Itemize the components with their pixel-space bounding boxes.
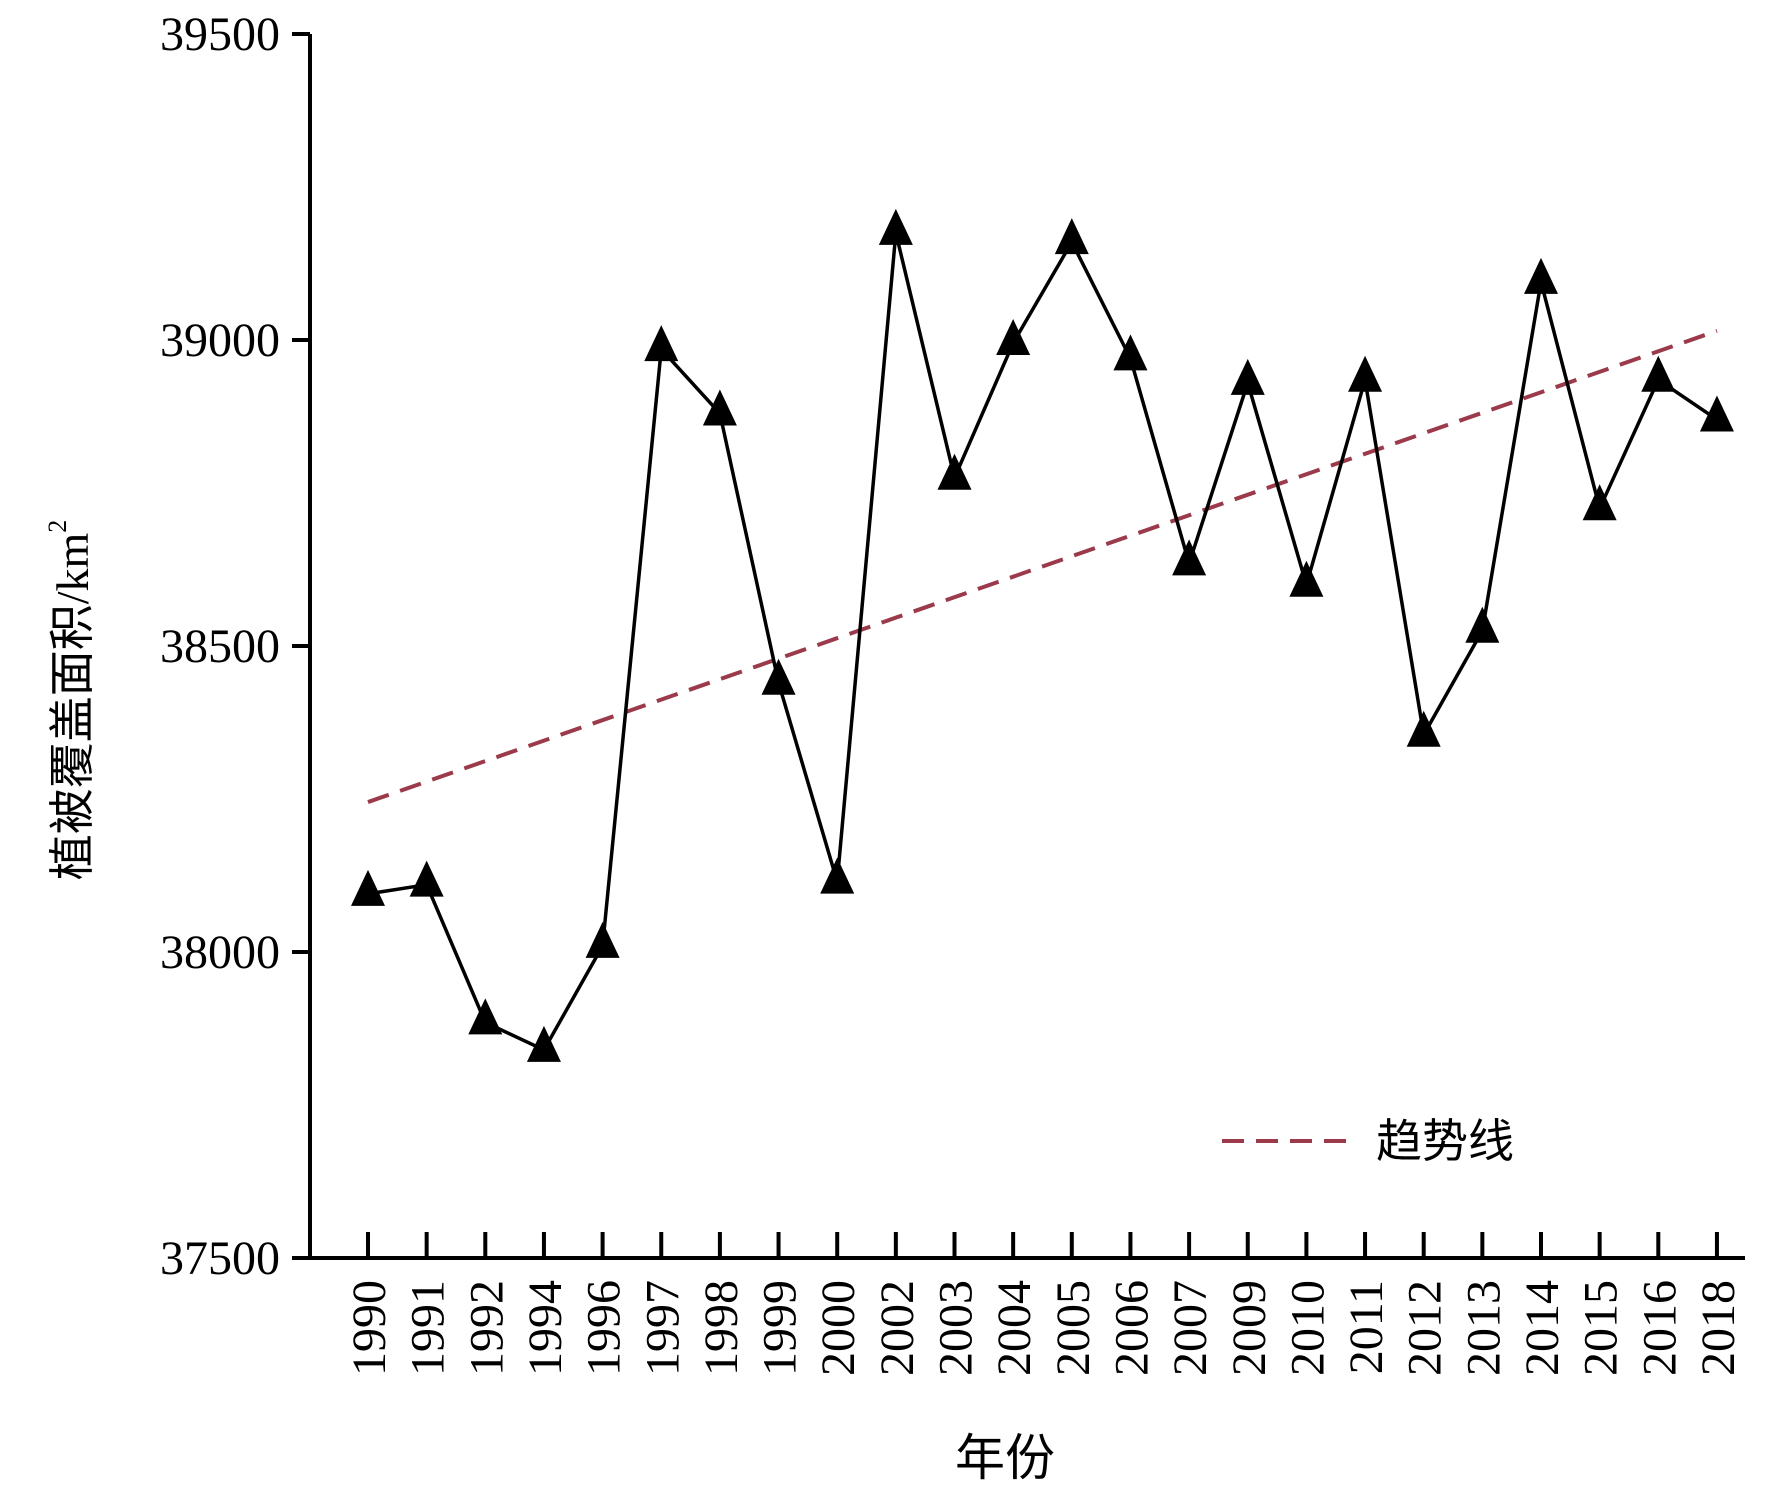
data-point-marker	[409, 860, 444, 897]
y-tick-label: 39000	[160, 314, 280, 367]
data-point-marker	[1582, 484, 1617, 521]
x-tick-label: 2014	[1516, 1280, 1569, 1376]
markers-layer	[351, 208, 1734, 1062]
x-tick-label: 1999	[754, 1280, 807, 1376]
y-tick-label: 39500	[160, 8, 280, 61]
x-tick-label: 2013	[1457, 1280, 1510, 1376]
data-point-marker	[1406, 710, 1441, 747]
series-layer	[367, 231, 1718, 1052]
data-point-marker	[1699, 395, 1734, 432]
data-point-marker	[1348, 355, 1383, 392]
x-tick-label: 2011	[1340, 1280, 1393, 1374]
data-point-marker	[761, 658, 796, 695]
data-point-marker	[937, 453, 972, 490]
trendline-layer	[367, 328, 1718, 804]
x-tick-label: 1996	[578, 1280, 631, 1376]
data-point-marker	[702, 389, 737, 426]
legend-trendline-label: 趋势线	[1376, 1116, 1514, 1167]
x-tick-label: 2016	[1633, 1280, 1686, 1376]
y-ticks: 37500 38000 38500 39000 39500	[160, 8, 310, 1285]
x-tick-label: 2015	[1575, 1280, 1628, 1376]
data-point-marker	[585, 921, 620, 958]
data-point-marker	[1172, 539, 1207, 576]
data-point-marker	[820, 857, 855, 894]
data-point-marker	[1054, 218, 1089, 255]
legend: 趋势线	[1222, 1116, 1514, 1167]
x-tick-label: 1997	[636, 1280, 689, 1376]
y-tick-label: 37500	[160, 1232, 280, 1285]
data-point-marker	[1289, 560, 1324, 597]
data-point-marker	[1230, 358, 1265, 395]
data-point-marker	[1641, 355, 1676, 392]
data-point-marker	[526, 1025, 561, 1062]
data-point-marker	[878, 208, 913, 245]
x-tick-label: 2006	[1105, 1280, 1158, 1376]
x-tick-label: 2010	[1281, 1280, 1334, 1376]
x-tick-label: 1998	[695, 1280, 748, 1376]
x-tick-label: 2009	[1223, 1280, 1276, 1376]
data-point-marker	[996, 319, 1031, 356]
y-axis-label: 植被覆盖面积/km2	[43, 520, 98, 881]
x-tick-label: 2000	[812, 1280, 865, 1376]
data-point-marker	[1524, 257, 1558, 294]
data-point-marker	[468, 998, 503, 1035]
x-tick-label: 2003	[930, 1280, 983, 1376]
x-tick-label: 2007	[1164, 1280, 1217, 1376]
data-point-marker	[1113, 334, 1148, 371]
x-tick-label: 1991	[402, 1280, 455, 1376]
x-tick-label: 2012	[1399, 1280, 1452, 1376]
x-tick-label: 1992	[460, 1280, 513, 1376]
x-tick-label: 1994	[519, 1280, 572, 1376]
x-axis-label: 年份	[955, 1430, 1055, 1486]
x-tick-label: 2005	[1047, 1280, 1100, 1376]
axes	[308, 34, 1745, 1260]
x-ticks: 1990 1991 1992 1994 1996 1997 1998 1999 2000 2002…	[343, 1232, 1745, 1376]
series-line	[367, 231, 1718, 1052]
data-point-marker	[644, 325, 679, 362]
y-tick-label: 38500	[160, 620, 280, 673]
x-tick-label: 2002	[871, 1280, 924, 1376]
y-tick-label: 38000	[160, 926, 280, 979]
data-point-marker	[1465, 606, 1500, 643]
y-axis-label-text: 植被覆盖面积/km	[47, 533, 98, 881]
x-tick-label: 1990	[343, 1280, 396, 1376]
x-tick-label: 2004	[988, 1280, 1041, 1376]
trendline	[367, 328, 1718, 804]
data-point-marker	[351, 869, 385, 906]
x-tick-label: 2018	[1692, 1280, 1745, 1376]
y-axis-label-superscript: 2	[43, 520, 72, 533]
